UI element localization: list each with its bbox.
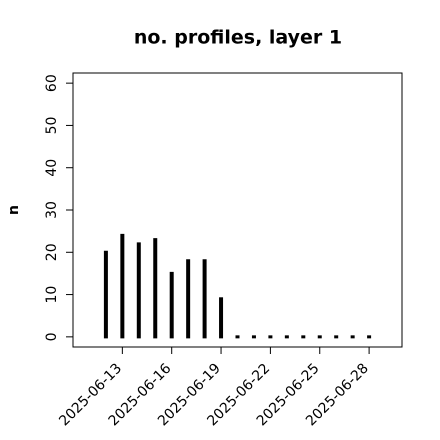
y-axis-label: n bbox=[6, 205, 22, 215]
y-tick-label: 40 bbox=[44, 159, 60, 177]
y-tick-label: 50 bbox=[44, 117, 60, 135]
y-tick-label: 20 bbox=[44, 243, 60, 261]
y-tick-label: 0 bbox=[44, 332, 60, 341]
y-tick-label: 60 bbox=[44, 74, 60, 92]
y-tick-label: 10 bbox=[44, 286, 60, 304]
chart-title: no. profiles, layer 1 bbox=[134, 27, 342, 49]
y-tick-label: 30 bbox=[44, 201, 60, 219]
